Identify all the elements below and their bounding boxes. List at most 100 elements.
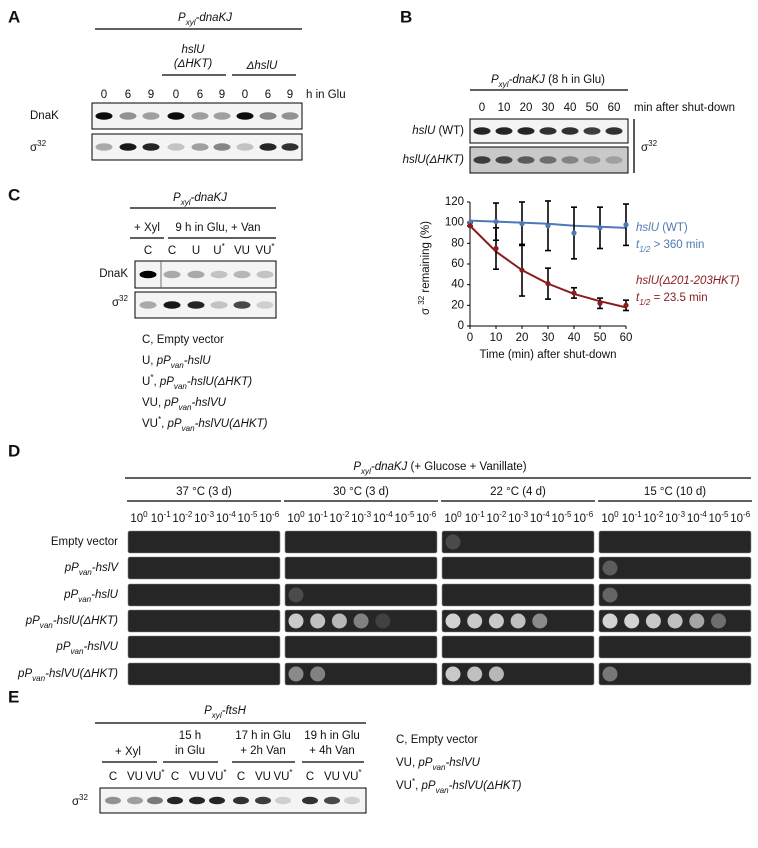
text-part: VU [273, 771, 289, 783]
dilution-label: 10-6 [416, 510, 436, 525]
dilution-label: 10-6 [573, 510, 593, 525]
band [95, 112, 113, 120]
plate-row [284, 583, 438, 607]
text-part: hslU(Δ201-203HKT) [636, 275, 740, 287]
band [281, 143, 299, 151]
text-part: * [358, 768, 361, 777]
lane-label: C [237, 771, 245, 783]
text-part: t [636, 239, 640, 251]
text-part: * [150, 373, 153, 382]
text-part: van [174, 382, 187, 391]
text-part: 10 [194, 513, 207, 525]
dilution-label: 10-1 [622, 510, 642, 525]
lane-label: 6 [197, 89, 203, 101]
text-part: P [204, 705, 212, 717]
dilution-label: 10-2 [486, 510, 506, 525]
text-part: pP [417, 757, 432, 769]
text-part: -1 [321, 510, 329, 519]
label: Pxyl-dnaKJ [178, 12, 232, 27]
colony-spot [375, 613, 391, 629]
x-tick-label: 20 [516, 332, 529, 344]
text-part: -2 [499, 510, 507, 519]
text-part: 1/2 [639, 245, 651, 254]
data-point [519, 267, 525, 273]
dilution-label: 10-4 [687, 510, 707, 525]
data-point [493, 219, 499, 225]
text-part: 0 [300, 510, 305, 519]
panel-letter: B [400, 7, 412, 26]
band [187, 301, 205, 309]
plate-row [127, 556, 281, 580]
group-label: 15 h [179, 730, 201, 742]
text-part: -1 [478, 510, 486, 519]
text-part: -5 [407, 510, 415, 519]
lane-label: U [192, 245, 200, 257]
blot [134, 291, 277, 319]
strain-label: pPvan-hslVU [55, 641, 118, 656]
strain-label: Empty vector [51, 536, 118, 548]
text-part: * [222, 242, 225, 251]
band [139, 301, 157, 309]
text-part: 10 [643, 513, 656, 525]
text-part: C, Empty vector [396, 734, 478, 746]
dilution-label: 10-1 [465, 510, 485, 525]
band [583, 127, 601, 135]
text-part: , [161, 418, 167, 430]
text-part: (WT) [659, 222, 688, 234]
colony-spot [602, 666, 618, 682]
group-label: 19 h in Glu [304, 730, 360, 742]
label: + Xyl [134, 222, 160, 234]
band [210, 301, 228, 309]
colony-spot [467, 613, 483, 629]
text-part: -3 [364, 510, 372, 519]
text-part: 32 [37, 139, 46, 148]
text-part: VU, [142, 397, 164, 409]
dilution-label: 10-4 [373, 510, 393, 525]
text-part: P [178, 12, 186, 24]
group-label: + Xyl [115, 746, 141, 758]
text-part: VU [142, 418, 158, 430]
band [302, 796, 318, 805]
text-part: 10 [416, 513, 429, 525]
band [473, 127, 491, 135]
band [275, 796, 291, 805]
text-part: remaining (%) [420, 221, 432, 296]
text-part: 10 [465, 513, 478, 525]
text-part: U, [142, 355, 157, 367]
row-label: DnaK [30, 110, 59, 122]
text-part: 10 [308, 513, 321, 525]
text-part: van [171, 361, 184, 370]
band [233, 301, 251, 309]
band [539, 127, 557, 135]
plate-row [284, 530, 438, 554]
band [210, 270, 228, 279]
colony-spot [602, 560, 618, 576]
text-part: C [109, 771, 117, 783]
colony-spot [445, 666, 461, 682]
band [256, 301, 274, 309]
text-part: hslU [412, 125, 436, 137]
band [142, 143, 160, 151]
text-part: VU [145, 771, 161, 783]
text-part: -dnaKJ [196, 12, 233, 24]
text-part: -3 [207, 510, 215, 519]
text-part: 10 [573, 513, 586, 525]
plate-row [127, 583, 281, 607]
band [191, 143, 209, 151]
plate-row [284, 662, 438, 686]
panel-letter: E [8, 687, 19, 706]
plate-row [598, 635, 752, 659]
lane-label: C [109, 771, 117, 783]
lane-label: VU* [342, 768, 361, 783]
dilution-label: 100 [601, 510, 619, 525]
colony-spot [467, 666, 483, 682]
band [539, 156, 557, 164]
band [324, 796, 340, 805]
text-part: -hslV [92, 562, 120, 574]
text-part: t [636, 292, 640, 304]
text-part: U [142, 376, 150, 388]
band [583, 156, 601, 164]
colony-spot [645, 613, 661, 629]
y-tick-label: 40 [451, 279, 464, 291]
